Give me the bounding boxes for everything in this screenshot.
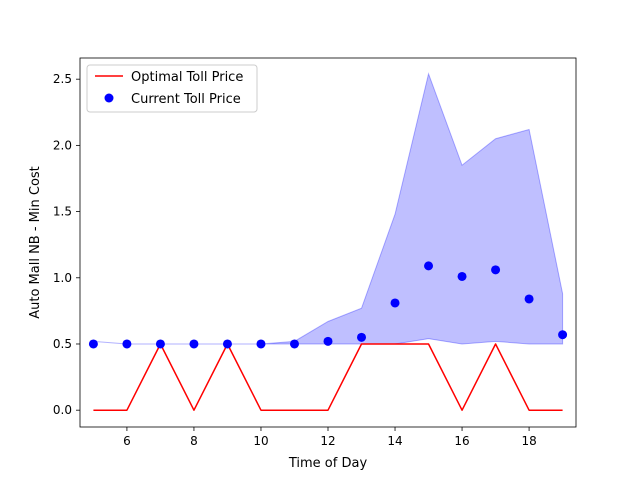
x-axis-label: Time of Day [288,456,368,471]
current-toll-point [122,339,132,349]
x-tick-label: 18 [521,434,536,448]
optimal-toll-line [93,343,563,411]
x-tick-label: 16 [454,434,469,448]
current-toll-point [323,336,333,346]
current-toll-point [558,330,568,340]
x-tick-label: 6 [123,434,131,448]
y-tick-label: 1.5 [53,205,72,219]
y-tick-label: 0.0 [53,403,72,417]
current-toll-point [357,332,367,342]
legend-box [86,64,258,113]
legend-optimal-label: Optimal Toll Price [131,70,243,85]
current-toll-point [289,339,299,349]
current-toll-point [390,298,400,308]
x-tick-label: 10 [253,434,268,448]
current-toll-point [88,339,98,349]
current-toll-point [155,339,165,349]
y-tick-label: 2.5 [53,72,72,86]
current-toll-point [256,339,266,349]
x-tick-label: 8 [190,434,198,448]
legend-current-label: Current Toll Price [131,92,241,107]
legend: Optimal Toll Price Current Toll Price [86,64,258,113]
plot-area [88,72,568,411]
current-toll-point [424,261,434,271]
y-axis-ticks: 0.0 0.5 1.0 1.5 2.0 2.5 [53,72,80,417]
price-range-band [93,72,564,345]
current-toll-point [222,339,232,349]
x-tick-label: 14 [387,434,402,448]
y-axis-label: Auto Mall NB - Min Cost [28,166,43,319]
current-toll-point [491,265,501,275]
current-toll-point [457,271,467,281]
x-tick-label: 12 [320,434,335,448]
y-tick-label: 0.5 [53,337,72,351]
legend-current-swatch [104,93,114,103]
y-tick-label: 1.0 [53,271,72,285]
x-axis-ticks: 6 8 10 12 14 16 18 [123,427,537,448]
current-toll-point [524,294,534,304]
current-toll-point [189,339,199,349]
y-tick-label: 2.0 [53,138,72,152]
